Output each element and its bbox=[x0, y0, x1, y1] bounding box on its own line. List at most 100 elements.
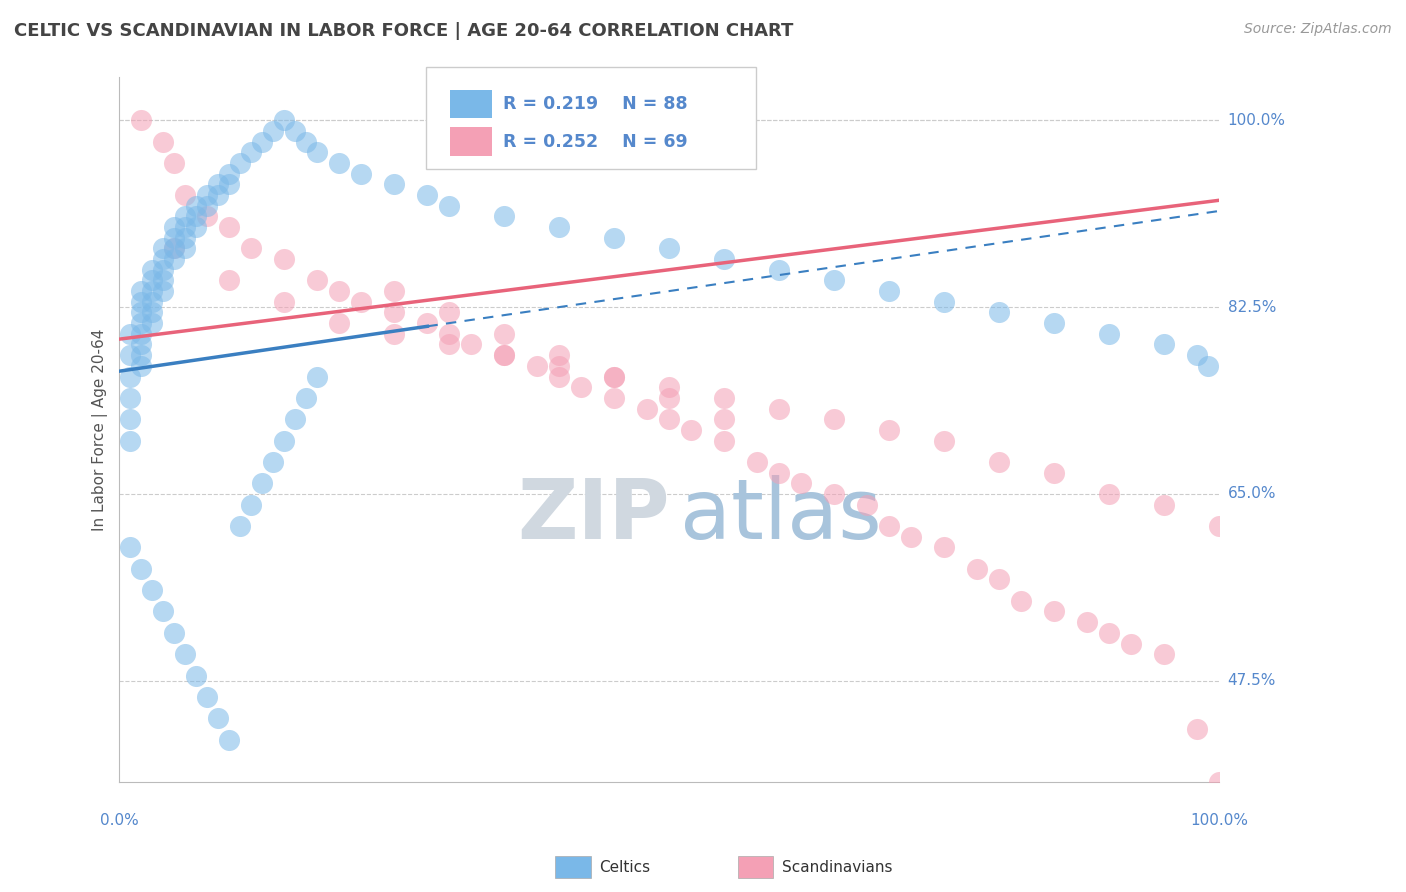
Text: 82.5%: 82.5% bbox=[1227, 300, 1275, 315]
Point bbox=[713, 412, 735, 426]
Point bbox=[658, 380, 681, 394]
Point bbox=[197, 199, 219, 213]
Point bbox=[197, 188, 219, 202]
Point bbox=[439, 199, 461, 213]
Point bbox=[1187, 722, 1209, 736]
Point bbox=[174, 647, 197, 661]
Point bbox=[141, 273, 163, 287]
Point bbox=[548, 219, 571, 234]
Point bbox=[186, 199, 208, 213]
Point bbox=[218, 219, 240, 234]
Point bbox=[307, 145, 329, 160]
Point bbox=[120, 412, 142, 426]
Point bbox=[163, 241, 186, 255]
Point bbox=[548, 369, 571, 384]
Point bbox=[713, 391, 735, 405]
Point bbox=[636, 401, 658, 416]
Point bbox=[603, 391, 626, 405]
Point bbox=[856, 498, 879, 512]
Point bbox=[1098, 625, 1121, 640]
Point bbox=[163, 252, 186, 266]
Point bbox=[768, 466, 790, 480]
Text: Source: ZipAtlas.com: Source: ZipAtlas.com bbox=[1244, 22, 1392, 37]
Point bbox=[1153, 647, 1175, 661]
Point bbox=[207, 711, 229, 725]
Point bbox=[1121, 636, 1143, 650]
Point bbox=[569, 380, 592, 394]
Point bbox=[152, 241, 174, 255]
Text: CELTIC VS SCANDINAVIAN IN LABOR FORCE | AGE 20-64 CORRELATION CHART: CELTIC VS SCANDINAVIAN IN LABOR FORCE | … bbox=[14, 22, 793, 40]
Point bbox=[988, 573, 1011, 587]
Point bbox=[494, 209, 516, 223]
Point bbox=[120, 434, 142, 448]
Point bbox=[218, 732, 240, 747]
Point bbox=[350, 294, 373, 309]
Point bbox=[747, 455, 769, 469]
Point bbox=[163, 230, 186, 244]
Point bbox=[307, 273, 329, 287]
Point bbox=[131, 305, 153, 319]
Point bbox=[713, 434, 735, 448]
Point bbox=[174, 230, 197, 244]
Point bbox=[1043, 466, 1066, 480]
Point bbox=[141, 305, 163, 319]
Point bbox=[768, 262, 790, 277]
Text: 47.5%: 47.5% bbox=[1227, 673, 1275, 689]
Point bbox=[1187, 348, 1209, 362]
Point bbox=[229, 519, 252, 533]
Point bbox=[1208, 519, 1230, 533]
Point bbox=[494, 348, 516, 362]
Point bbox=[252, 476, 274, 491]
Point bbox=[384, 284, 406, 298]
Point bbox=[174, 188, 197, 202]
Point bbox=[1076, 615, 1098, 629]
Point bbox=[900, 530, 922, 544]
Point bbox=[768, 401, 790, 416]
Point bbox=[131, 316, 153, 330]
Point bbox=[240, 145, 263, 160]
Point bbox=[1153, 337, 1175, 351]
Point bbox=[186, 219, 208, 234]
Point bbox=[658, 391, 681, 405]
Point bbox=[174, 209, 197, 223]
Point bbox=[295, 391, 318, 405]
Point bbox=[262, 455, 284, 469]
Point bbox=[152, 252, 174, 266]
Point bbox=[120, 541, 142, 555]
Point bbox=[328, 156, 350, 170]
Point bbox=[1153, 498, 1175, 512]
Point bbox=[284, 124, 307, 138]
Y-axis label: In Labor Force | Age 20-64: In Labor Force | Age 20-64 bbox=[93, 329, 108, 531]
Point bbox=[823, 412, 845, 426]
Point bbox=[207, 188, 229, 202]
Point bbox=[877, 284, 900, 298]
Point bbox=[141, 316, 163, 330]
Point bbox=[1208, 775, 1230, 789]
Point bbox=[131, 326, 153, 341]
Point bbox=[163, 241, 186, 255]
Point bbox=[174, 241, 197, 255]
Point bbox=[163, 625, 186, 640]
Point bbox=[218, 167, 240, 181]
Point bbox=[526, 359, 548, 373]
Point bbox=[240, 241, 263, 255]
Point bbox=[603, 369, 626, 384]
Point bbox=[120, 348, 142, 362]
Point bbox=[934, 434, 956, 448]
Point bbox=[1197, 359, 1219, 373]
Point bbox=[131, 359, 153, 373]
Text: 100.0%: 100.0% bbox=[1227, 112, 1285, 128]
Point bbox=[163, 219, 186, 234]
Point bbox=[681, 423, 703, 437]
Text: R = 0.252    N = 69: R = 0.252 N = 69 bbox=[503, 133, 688, 151]
Point bbox=[141, 262, 163, 277]
Point bbox=[163, 156, 186, 170]
Point bbox=[120, 369, 142, 384]
Point bbox=[284, 412, 307, 426]
Point bbox=[152, 273, 174, 287]
Point bbox=[131, 294, 153, 309]
Point bbox=[603, 230, 626, 244]
Point bbox=[328, 284, 350, 298]
Point bbox=[494, 326, 516, 341]
Text: ZIP: ZIP bbox=[517, 475, 669, 556]
